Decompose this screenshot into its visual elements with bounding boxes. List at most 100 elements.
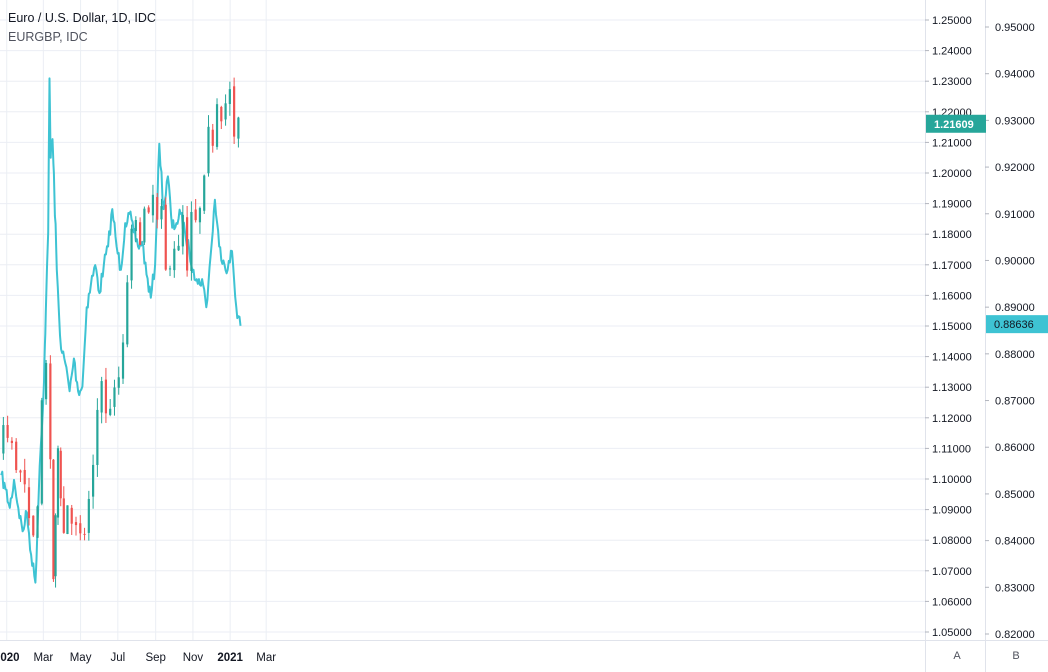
y-tick-label-overlay: 0.86000 bbox=[995, 442, 1035, 454]
candle-body[interactable] bbox=[220, 106, 223, 122]
candle-body[interactable] bbox=[160, 206, 163, 220]
candle-body[interactable] bbox=[237, 117, 240, 139]
candle-body[interactable] bbox=[10, 440, 14, 444]
y-tick-label-main: 1.16000 bbox=[932, 290, 972, 302]
y-tick-label-overlay: 0.88000 bbox=[995, 349, 1035, 361]
candle-body[interactable] bbox=[126, 282, 129, 345]
y-tick-label-main: 1.20000 bbox=[932, 168, 972, 180]
candle-body[interactable] bbox=[2, 425, 5, 454]
candle-body[interactable] bbox=[6, 425, 9, 438]
candle-body[interactable] bbox=[96, 409, 99, 465]
candle-body[interactable] bbox=[173, 248, 176, 271]
candle-body[interactable] bbox=[211, 129, 214, 146]
y-tick-label-main: 1.13000 bbox=[932, 382, 972, 394]
candle-body[interactable] bbox=[156, 197, 159, 220]
candle-body[interactable] bbox=[215, 104, 219, 147]
candle-body[interactable] bbox=[23, 469, 26, 485]
legend-main-symbol[interactable]: Euro / U.S. Dollar, 1D, IDC bbox=[8, 11, 156, 25]
candle-body[interactable] bbox=[224, 103, 227, 120]
chart-legend: Euro / U.S. Dollar, 1D, IDC EURGBP, IDC bbox=[8, 9, 156, 47]
eurusd-candles[interactable] bbox=[2, 77, 240, 588]
y-tick-label-main: 1.10000 bbox=[932, 474, 972, 486]
candle-body[interactable] bbox=[104, 379, 108, 414]
y-tick-label-main: 1.07000 bbox=[932, 566, 972, 578]
y-tick-label-overlay: 0.94000 bbox=[995, 69, 1035, 81]
candle-body[interactable] bbox=[79, 523, 82, 534]
candle-body[interactable] bbox=[113, 387, 116, 407]
candle-body[interactable] bbox=[190, 211, 193, 271]
candle-body[interactable] bbox=[59, 450, 62, 499]
last-price-eurusd: 1.21609 bbox=[934, 119, 974, 131]
candle-body[interactable] bbox=[44, 362, 48, 400]
candle-body[interactable] bbox=[168, 268, 172, 270]
candle-body[interactable] bbox=[66, 505, 69, 535]
x-tick-label: 2020 bbox=[0, 652, 20, 664]
y-tick-label-overlay: 0.93000 bbox=[995, 115, 1035, 127]
x-tick-label: Mar bbox=[33, 652, 53, 664]
y-tick-label-overlay: 0.82000 bbox=[995, 629, 1035, 641]
candle-body[interactable] bbox=[70, 507, 73, 524]
candle-body[interactable] bbox=[194, 209, 197, 221]
y-tick-label-overlay: 0.83000 bbox=[995, 582, 1035, 594]
y-tick-label-overlay: 0.89000 bbox=[995, 302, 1035, 314]
y-tick-label-main: 1.09000 bbox=[932, 505, 972, 517]
candle-body[interactable] bbox=[181, 214, 184, 247]
x-tick-label: Nov bbox=[183, 652, 204, 664]
candle-body[interactable] bbox=[87, 498, 90, 533]
candle-body[interactable] bbox=[109, 408, 112, 415]
candle-body[interactable] bbox=[74, 522, 78, 526]
candle-body[interactable] bbox=[36, 506, 39, 538]
candle-body[interactable] bbox=[83, 533, 86, 535]
candle-body[interactable] bbox=[19, 470, 22, 473]
y-tick-label-overlay: 0.85000 bbox=[995, 489, 1035, 501]
candle-body[interactable] bbox=[117, 377, 120, 388]
eurgbp-line[interactable] bbox=[0, 77, 242, 584]
last-price-eurgbp: 0.88636 bbox=[994, 319, 1034, 331]
candle-body[interactable] bbox=[233, 86, 236, 137]
candle-body[interactable] bbox=[100, 381, 103, 413]
candle-body[interactable] bbox=[92, 464, 95, 497]
y-tick-label-main: 1.11000 bbox=[932, 443, 971, 455]
overlay-scale-button[interactable]: B bbox=[1012, 650, 1020, 662]
x-tick-label: Mar bbox=[256, 652, 276, 664]
candle-body[interactable] bbox=[121, 342, 125, 379]
candle-body[interactable] bbox=[177, 245, 180, 251]
candle-body[interactable] bbox=[40, 400, 43, 504]
y-tick-label-main: 1.05000 bbox=[932, 627, 972, 639]
candle-body[interactable] bbox=[228, 89, 231, 104]
y-tick-label-main: 1.18000 bbox=[932, 229, 972, 241]
candle-body[interactable] bbox=[15, 441, 18, 471]
x-tick-label: Jul bbox=[110, 652, 125, 664]
x-tick-label: Sep bbox=[145, 652, 165, 664]
candle-body[interactable] bbox=[130, 228, 133, 281]
candle-body[interactable] bbox=[54, 515, 57, 577]
candle-body[interactable] bbox=[164, 204, 167, 270]
legend-overlay-symbol[interactable]: EURGBP, IDC bbox=[8, 30, 88, 44]
y-tick-label-overlay: 0.84000 bbox=[995, 536, 1035, 548]
candle-body[interactable] bbox=[49, 363, 52, 460]
candle-body[interactable] bbox=[147, 207, 150, 213]
auto-scale-button[interactable]: A bbox=[953, 650, 961, 662]
candle-body[interactable] bbox=[134, 219, 137, 232]
y-tick-label-overlay: 0.87000 bbox=[995, 396, 1035, 408]
y-tick-label-overlay: 0.90000 bbox=[995, 255, 1035, 267]
candle-body[interactable] bbox=[56, 448, 60, 518]
candle-body[interactable] bbox=[139, 222, 142, 245]
candle-body[interactable] bbox=[151, 194, 155, 216]
y-tick-label-main: 1.21000 bbox=[932, 137, 972, 149]
y-tick-label-main: 1.25000 bbox=[932, 15, 972, 27]
candle-body[interactable] bbox=[62, 498, 65, 533]
candle-body[interactable] bbox=[27, 487, 31, 519]
candle-body[interactable] bbox=[143, 208, 146, 243]
candle-body[interactable] bbox=[198, 208, 202, 223]
candle-body[interactable] bbox=[32, 515, 35, 536]
candle-body[interactable] bbox=[207, 126, 210, 174]
last-price-badge-eurusd bbox=[926, 114, 986, 133]
candle-body[interactable] bbox=[186, 217, 189, 271]
candle-body[interactable] bbox=[52, 459, 55, 580]
x-tick-label: May bbox=[70, 652, 92, 664]
y-tick-label-main: 1.12000 bbox=[932, 413, 972, 425]
candle-body[interactable] bbox=[203, 175, 206, 211]
